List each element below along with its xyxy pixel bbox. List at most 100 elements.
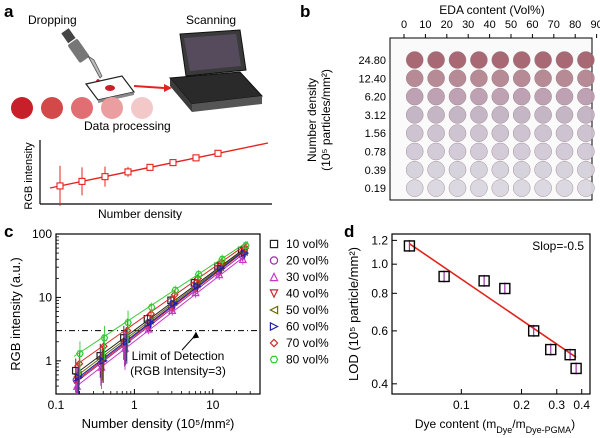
plate-y-tick-label: 6.20 [365,92,386,104]
y-tick-label: 0.4 [371,377,388,391]
y-tick-label: 1.2 [371,233,388,247]
data-point [570,362,582,375]
plate-y-tick-label: 0.19 [365,183,386,195]
plate-well [577,142,595,161]
data-point [74,373,84,382]
data-point [144,324,153,333]
plate-well [427,106,445,124]
plate-well [448,87,467,106]
plate-ylabel-line1: Number density [305,78,319,162]
y-tick-label: 10 [39,290,53,304]
plate-well [427,124,445,142]
panel-b-plate: EDA content (Vol%) 0 10 20 30 40 50 60 70 80 90 2… [305,3,600,201]
fit-line [73,241,249,357]
panel-b: b EDA content (Vol%) 0 10 20 30 40 50 60 70 80 90… [300,0,600,222]
plate-well [448,142,467,161]
legend-marker [269,338,279,348]
legend-label: 80 vol% [286,353,329,367]
scanning-label: Scanning [186,13,236,27]
data-point [217,263,226,273]
plate-well [405,142,424,161]
chart-d-frame [391,233,591,395]
x-tick-label: 0.3 [548,398,565,412]
plate-well [555,124,574,142]
scanner-icon [168,29,264,112]
data-point [170,299,179,308]
color-drop [71,97,93,119]
chart-c: 0.1 1 10 1 10 100 Number density (10⁵/mm²) RGB … [8,227,329,431]
process-arrow-icon [133,84,172,92]
plate-well [577,69,595,88]
plate-y-tick-label: 0.78 [365,147,386,159]
plate-well [577,106,595,124]
data-point [438,270,450,283]
plate-well [577,87,595,106]
plate-well [427,87,445,106]
color-drop [11,97,33,119]
plate-x-tick-label: 70 [548,19,560,31]
plate-well [491,69,510,88]
plate-ylabel-line2: (10⁵ particles/mm²) [319,69,333,171]
plate-y-tick-label: 3.12 [365,110,386,122]
plate-well [555,87,574,106]
plate-well [405,106,424,124]
plate-well [534,124,552,142]
plate-x-tick-label: 40 [483,19,495,31]
mini-point [78,177,86,185]
panel-b-label: b [300,2,311,21]
plate-x-tick-label: 50 [505,19,517,31]
fit-line [408,243,577,358]
data-point [238,254,247,264]
plate-well [577,161,595,179]
data-point [168,305,177,314]
panel-a: a Dropping Scanning [0,0,290,220]
pipette-icon [61,28,103,83]
plate-well [448,69,467,88]
data-point [146,318,155,327]
plate-well [491,142,510,161]
fit-line [73,242,249,367]
data-point [545,343,557,356]
plate-x-tick-label: 20 [441,19,453,31]
plate-well [470,69,488,88]
mini-point [56,182,64,190]
plate-x-tick-label: 80 [569,19,581,31]
plate-well [512,161,531,179]
legend-marker [269,256,279,265]
data-point [100,334,109,342]
mini-point [124,168,132,176]
legend-label: 50 vol% [286,303,329,317]
color-drop [131,97,153,119]
data-point [194,271,203,278]
data-point [527,325,540,337]
mini-point [192,154,200,162]
panel-d-label: d [344,222,355,241]
data-point [499,282,511,295]
data-point [75,359,84,368]
plate-y-tick-label: 0.39 [365,165,386,177]
panel-a-label: a [4,2,14,21]
plate-well [470,161,488,179]
legend-marker [269,305,279,315]
plate-title: EDA content (Vol%) [439,3,544,17]
mini-chart: RGB intensity Number density [23,140,272,220]
data-point [403,240,416,252]
y-tick-label: 100 [32,227,52,241]
plate-well [491,179,510,197]
chart-d-ylabel: LOD (10⁵ particle/mm²) [346,247,361,381]
data-point [99,356,108,366]
plate-well [470,51,488,69]
mini-xlabel: Number density [98,207,182,220]
data-point [147,303,156,311]
x-tick-label: 10 [206,398,220,412]
data-point [99,342,108,351]
dropping-label: Dropping [28,13,77,27]
plate-well [555,106,574,124]
data-processing-label: Data processing [84,119,171,133]
plate-well [534,69,552,88]
legend-label: 10 vol% [286,237,329,251]
plate-x-tick-label: 60 [526,19,538,31]
mini-point [146,163,154,171]
mini-point [214,149,222,157]
panel-c: c 0.1 1 10 1 10 100 Number density (10⁵/mm²) RG… [0,222,340,438]
